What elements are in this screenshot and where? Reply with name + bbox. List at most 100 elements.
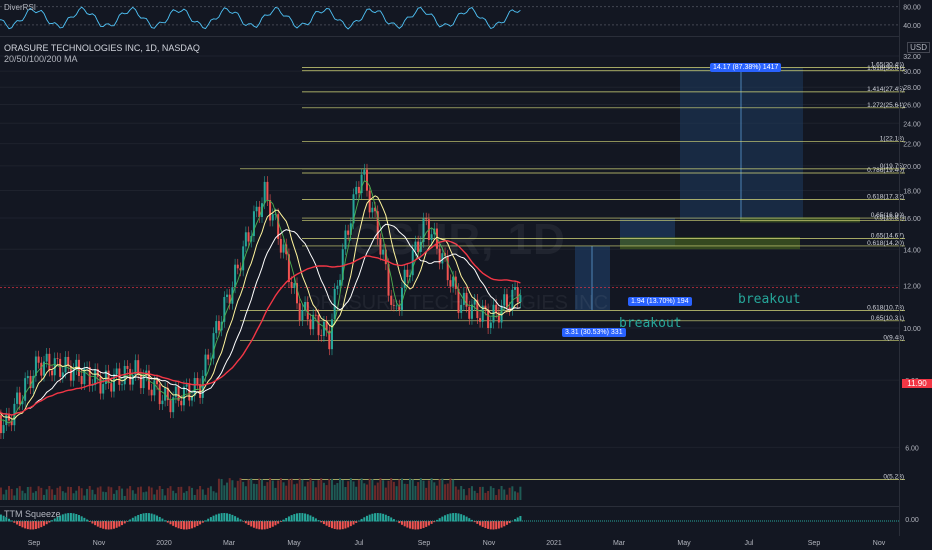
squeeze-bar bbox=[72, 513, 75, 522]
candle-body bbox=[0, 415, 2, 434]
squeeze-pane[interactable] bbox=[0, 506, 900, 537]
squeeze-bar bbox=[328, 521, 331, 528]
candle-body bbox=[330, 319, 333, 350]
volume-bar bbox=[298, 478, 301, 500]
rsi-pane[interactable] bbox=[0, 0, 900, 37]
volume-bar bbox=[0, 487, 2, 500]
squeeze-bar bbox=[40, 521, 43, 528]
squeeze-bar bbox=[53, 518, 56, 522]
squeeze-bar bbox=[188, 521, 191, 530]
squeeze-bar bbox=[441, 516, 444, 522]
squeeze-bar bbox=[77, 515, 80, 522]
ma-indicator-label[interactable]: 20/50/100/200 MA bbox=[4, 54, 78, 64]
volume-bar bbox=[64, 492, 67, 500]
rsi-indicator-label[interactable]: DiverRSI bbox=[4, 3, 37, 12]
squeeze-bar bbox=[382, 513, 385, 522]
time-axis[interactable] bbox=[0, 536, 900, 550]
volume-bar bbox=[234, 487, 237, 500]
volume-bar bbox=[452, 479, 455, 500]
time-tick-label: Sep bbox=[418, 540, 431, 547]
volume-bar bbox=[131, 490, 134, 500]
price-tick-label: 22.00 bbox=[903, 142, 921, 149]
squeeze-bar bbox=[505, 521, 508, 525]
candle-body bbox=[174, 386, 177, 398]
squeeze-bar bbox=[212, 515, 215, 522]
candle-body bbox=[215, 321, 218, 334]
squeeze-bar bbox=[269, 521, 272, 528]
candle-body bbox=[102, 384, 105, 394]
squeeze-bar bbox=[174, 521, 177, 528]
squeeze-bar bbox=[519, 515, 522, 522]
candle-body bbox=[21, 400, 24, 405]
candle-body bbox=[142, 375, 145, 389]
volume-bar bbox=[236, 480, 239, 500]
volume-bar bbox=[449, 478, 452, 500]
candle-body bbox=[266, 181, 269, 201]
volume-bar bbox=[48, 486, 51, 500]
volume-bar bbox=[139, 486, 142, 500]
squeeze-bar bbox=[244, 521, 247, 524]
candle-body bbox=[199, 384, 202, 398]
squeeze-bar bbox=[56, 516, 59, 522]
volume-bar bbox=[462, 489, 465, 500]
currency-badge[interactable]: USD bbox=[907, 42, 930, 53]
volume-bar bbox=[51, 489, 54, 500]
volume-bar bbox=[244, 486, 247, 500]
candle-body bbox=[298, 303, 301, 321]
volume-bar bbox=[417, 482, 420, 500]
volume-bar bbox=[355, 486, 358, 500]
squeeze-bar bbox=[508, 521, 511, 524]
candle-body bbox=[352, 194, 355, 224]
volume-bar bbox=[306, 481, 309, 500]
candle-body bbox=[449, 280, 452, 287]
squeeze-bar bbox=[69, 513, 72, 522]
candle-body bbox=[166, 387, 169, 401]
breakout-zone-2 bbox=[740, 217, 860, 223]
squeeze-bar bbox=[34, 521, 37, 530]
squeeze-bar bbox=[45, 521, 48, 525]
volume-bar bbox=[333, 484, 336, 500]
squeeze-bar bbox=[185, 521, 188, 530]
candle-body bbox=[460, 304, 463, 313]
candle-body bbox=[161, 400, 164, 405]
volume-bar bbox=[314, 487, 317, 500]
candle-body bbox=[137, 360, 140, 375]
volume-bar bbox=[137, 487, 140, 500]
squeeze-bar bbox=[217, 513, 220, 522]
candle-body bbox=[156, 380, 159, 385]
squeeze-bar bbox=[462, 515, 465, 522]
volume-bar bbox=[293, 484, 296, 500]
candle-body bbox=[129, 368, 132, 385]
candle-body bbox=[236, 264, 239, 269]
squeeze-indicator-label[interactable]: TTM Squeeze bbox=[4, 509, 61, 519]
fib-level-label: 0.65(10.31) bbox=[871, 315, 904, 322]
squeeze-bar bbox=[465, 516, 468, 522]
volume-bar bbox=[209, 486, 212, 500]
candle-body bbox=[349, 223, 352, 235]
time-tick-label: May bbox=[287, 540, 301, 547]
squeeze-bar bbox=[419, 521, 422, 529]
price-scale[interactable] bbox=[899, 0, 932, 536]
price-tick-label: 28.00 bbox=[903, 85, 921, 92]
volume-bar bbox=[110, 487, 113, 500]
candle-body bbox=[314, 314, 317, 316]
volume-bar bbox=[21, 490, 24, 500]
volume-bar bbox=[379, 478, 382, 500]
squeeze-bar bbox=[236, 517, 239, 522]
candle-body bbox=[438, 248, 441, 264]
volume-bar bbox=[24, 493, 27, 500]
ma100-line bbox=[0, 223, 521, 416]
squeeze-bar bbox=[16, 521, 19, 525]
candle-body bbox=[387, 264, 390, 296]
volume-bar bbox=[88, 486, 91, 500]
squeeze-bar bbox=[492, 521, 495, 530]
squeeze-bar bbox=[452, 513, 455, 522]
candle-body bbox=[196, 378, 199, 385]
volume-bar bbox=[86, 488, 89, 500]
squeeze-bar bbox=[460, 514, 463, 522]
squeeze-bar bbox=[164, 520, 167, 522]
squeeze-bar bbox=[201, 521, 204, 523]
squeeze-bar bbox=[468, 518, 471, 522]
squeeze-bar bbox=[417, 521, 420, 530]
